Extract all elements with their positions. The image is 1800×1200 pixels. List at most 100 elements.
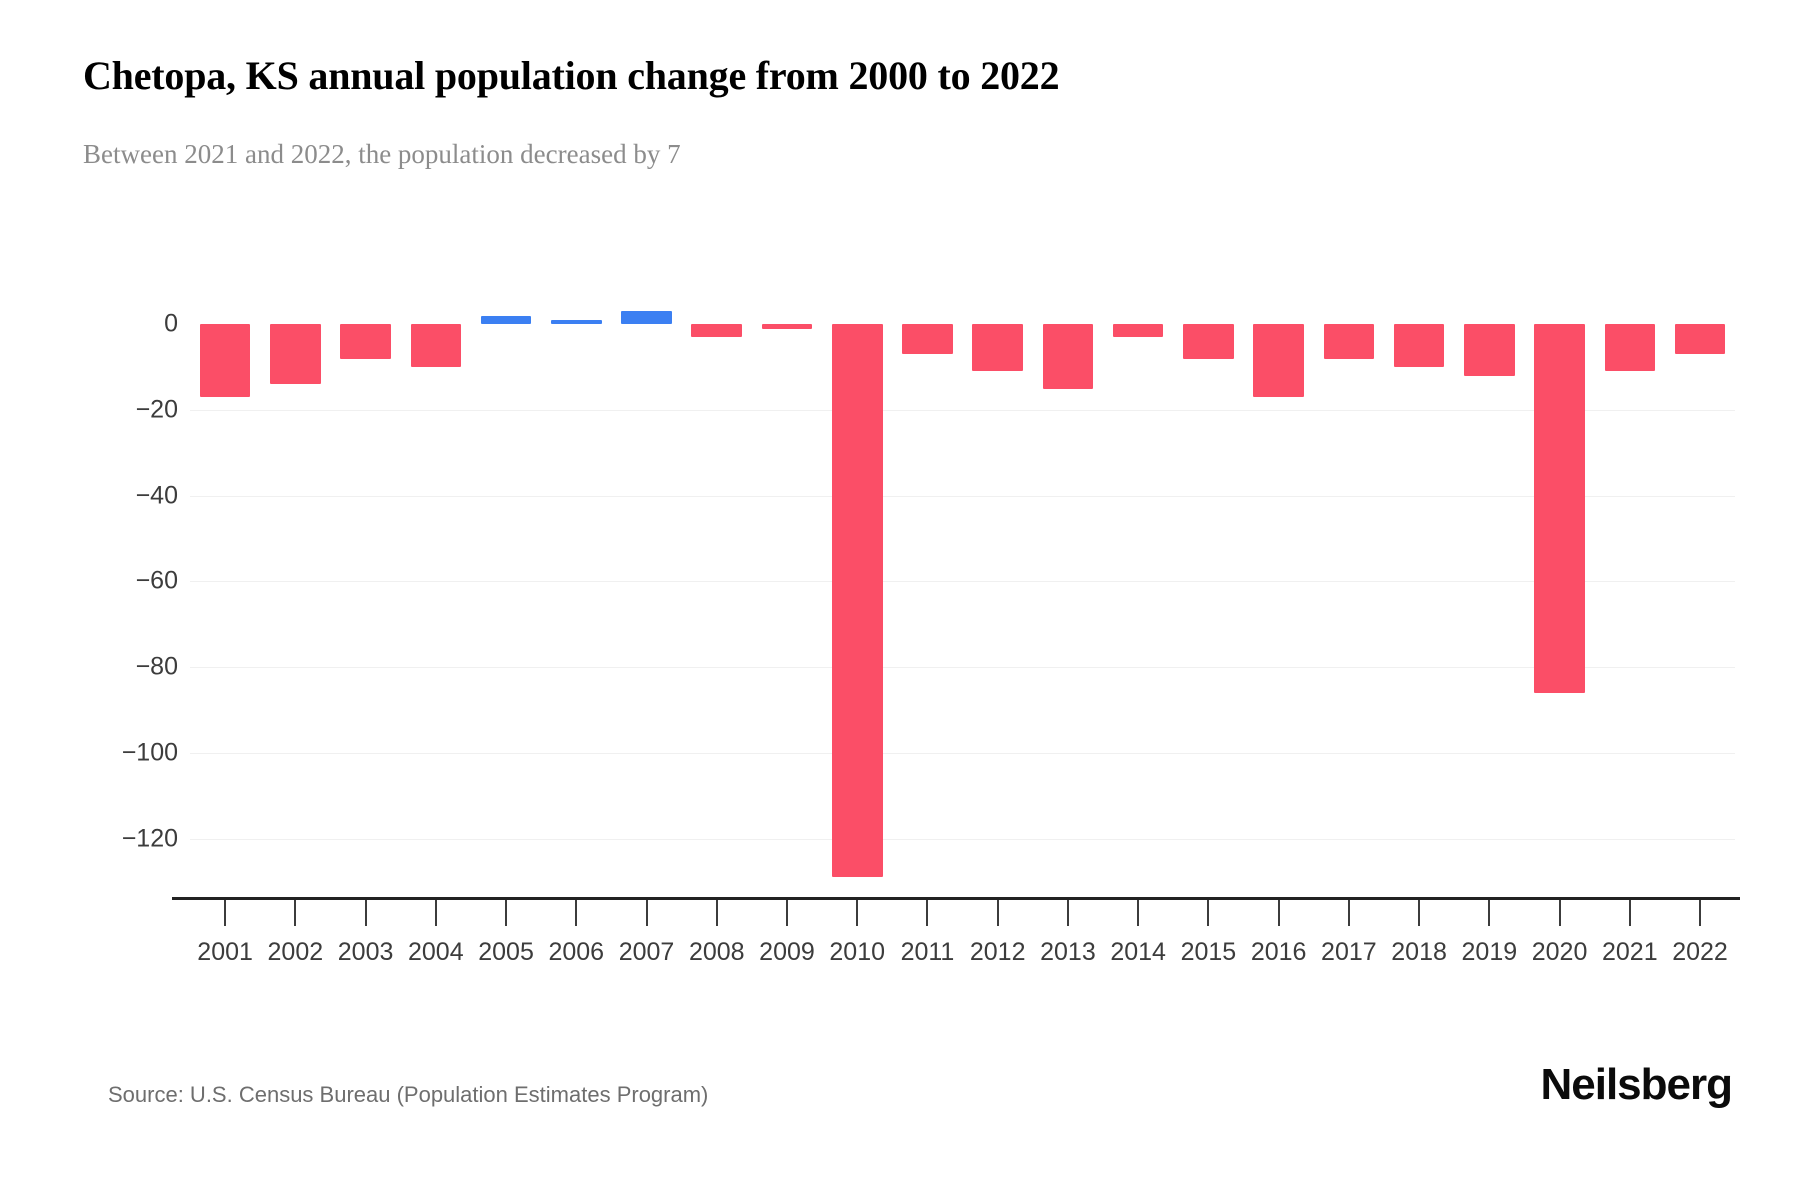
x-axis-tick-slot	[401, 900, 471, 926]
bar-slot	[822, 290, 892, 890]
bar-slot	[1454, 290, 1524, 890]
x-axis-line	[172, 897, 1740, 900]
bar-series	[190, 290, 1735, 890]
x-axis-tick-2020	[1558, 900, 1561, 926]
bar-slot	[471, 290, 541, 890]
bar-2017[interactable]	[1323, 324, 1375, 359]
gridline	[190, 410, 1735, 411]
bar-2010[interactable]	[831, 324, 883, 878]
y-axis-tick-label: 0	[164, 309, 178, 338]
x-axis-ticks	[190, 900, 1735, 926]
bar-slot	[330, 290, 400, 890]
brand-logo: Neilsberg	[1540, 1060, 1733, 1109]
bar-2006[interactable]	[551, 320, 602, 325]
x-axis-tick-2007	[645, 900, 648, 926]
bar-2007[interactable]	[621, 311, 672, 325]
bar-2021[interactable]	[1604, 324, 1656, 372]
x-axis-labels: 2001 2002 2003 2004 2005 2006 2007 2008 2009 2010…	[190, 938, 1735, 978]
x-axis-label-2015: 2015	[1180, 938, 1237, 966]
x-axis-label-2001: 2001	[197, 938, 253, 966]
gridline	[190, 495, 1735, 497]
bar-slot	[1033, 290, 1103, 890]
bar-slot	[1103, 290, 1173, 890]
x-axis-label-2019: 2019	[1461, 938, 1518, 966]
source-note: Source: U.S. Census Bureau (Population E…	[108, 1082, 709, 1107]
x-axis-label-2018: 2018	[1391, 938, 1447, 966]
x-axis-tick-2003	[364, 900, 367, 926]
bar-2008[interactable]	[691, 324, 743, 338]
x-axis-tick-slot	[682, 900, 752, 926]
bar-slot	[1244, 290, 1314, 890]
bar-slot	[1384, 290, 1454, 890]
bar-slot	[682, 290, 752, 890]
x-axis-tick-slot	[190, 900, 260, 926]
x-axis-tick-slot	[1595, 900, 1665, 926]
bar-2004[interactable]	[410, 324, 462, 368]
x-axis-tick-2002	[294, 900, 297, 926]
bar-slot	[892, 290, 962, 890]
bar-slot	[1595, 290, 1665, 890]
x-axis-tick-2012	[996, 900, 999, 926]
x-axis-tick-slot	[260, 900, 330, 926]
bar-2015[interactable]	[1183, 324, 1234, 359]
bar-2018[interactable]	[1393, 324, 1445, 368]
x-axis-label-2014: 2014	[1110, 938, 1166, 966]
gridlines	[190, 290, 1735, 890]
x-axis-tick-2019	[1488, 900, 1491, 926]
x-axis-tick-slot	[471, 900, 541, 926]
x-axis-tick-slot	[963, 900, 1033, 926]
x-axis-tick-2013	[1066, 900, 1069, 926]
x-axis-tick-slot	[822, 900, 892, 926]
x-axis-tick-slot	[1314, 900, 1384, 926]
x-axis-label-2007: 2007	[618, 938, 675, 966]
bar-2019[interactable]	[1464, 324, 1515, 376]
bar-2016[interactable]	[1253, 324, 1304, 398]
x-axis-label-2020: 2020	[1531, 938, 1588, 966]
bar-2020[interactable]	[1534, 324, 1585, 693]
bar-2011[interactable]	[902, 324, 953, 355]
x-axis-tick-slot	[1524, 900, 1594, 926]
x-axis-label-2012: 2012	[969, 938, 1026, 966]
x-axis-label-2013: 2013	[1040, 938, 1096, 966]
x-axis-label-2011: 2011	[900, 938, 955, 966]
chart-subtitle: Between 2021 and 2022, the population de…	[83, 139, 681, 169]
y-axis-tick-label: −60	[135, 566, 178, 595]
x-axis-tick-2010	[856, 900, 859, 926]
x-axis-tick-slot	[330, 900, 400, 926]
x-axis-label-2016: 2016	[1250, 938, 1307, 966]
bar-slot	[541, 290, 611, 890]
bar-2014[interactable]	[1112, 324, 1164, 338]
bar-2001[interactable]	[199, 324, 251, 398]
x-axis-tick-slot	[1244, 900, 1314, 926]
x-axis-label-2010: 2010	[829, 938, 886, 966]
bar-slot	[752, 290, 822, 890]
x-axis-label-2017: 2017	[1321, 938, 1377, 966]
gridline	[190, 838, 1735, 840]
y-axis-tick-label: −20	[135, 395, 178, 424]
bar-2002[interactable]	[270, 324, 321, 385]
x-axis-tick-2018	[1418, 900, 1421, 926]
x-axis-tick-2021	[1628, 900, 1631, 926]
x-axis-label-2021: 2021	[1601, 938, 1658, 966]
x-axis-tick-slot	[1384, 900, 1454, 926]
bar-2022[interactable]	[1674, 324, 1726, 355]
bar-2009[interactable]	[761, 324, 813, 329]
page-title: Chetopa, KS annual population change fro…	[83, 53, 1060, 98]
bar-2013[interactable]	[1042, 324, 1094, 389]
bar-2005[interactable]	[480, 315, 532, 325]
bar-slot	[1665, 290, 1735, 890]
bar-2003[interactable]	[340, 324, 391, 359]
x-axis-tick-slot	[1103, 900, 1173, 926]
bar-slot	[963, 290, 1033, 890]
y-axis-labels: 0 −20 −40 −60 −80 −100 −120	[0, 290, 178, 890]
x-axis-label-2005: 2005	[478, 938, 534, 966]
x-axis-tick-2011	[926, 900, 929, 926]
bar-slot	[1524, 290, 1594, 890]
x-axis-tick-2022	[1699, 900, 1702, 926]
gridline	[190, 752, 1735, 754]
bar-slot	[611, 290, 681, 890]
gridline	[190, 581, 1735, 583]
bar-slot	[1314, 290, 1384, 890]
bar-2012[interactable]	[972, 324, 1023, 372]
x-axis-label-2008: 2008	[688, 938, 745, 966]
